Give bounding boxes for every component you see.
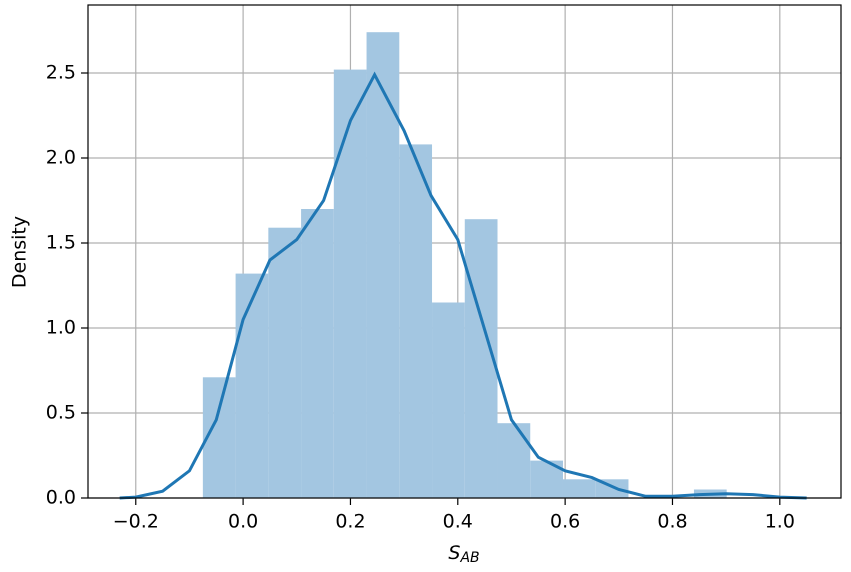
bar <box>333 69 367 498</box>
x-tick-label: 0.0 <box>228 511 258 533</box>
x-tick-label: 0.2 <box>335 511 365 533</box>
plot: −0.2 0.0 0.2 0.4 0.6 0.8 1.0 0.0 0.5 1.0 1.5 2.0 2.5 <box>46 4 842 533</box>
bar <box>366 32 400 498</box>
bar <box>562 479 596 498</box>
x-tick-label: 0.6 <box>550 511 580 533</box>
x-tick-label: −0.2 <box>113 511 159 533</box>
plot-frame <box>87 4 842 499</box>
bar <box>432 302 465 498</box>
x-axis-label-subscript: AB <box>459 550 479 566</box>
kde-line <box>119 71 807 500</box>
x-axis-label-main: S <box>448 542 460 564</box>
y-tick-label: 2.5 <box>46 62 76 84</box>
bar <box>268 227 302 498</box>
y-tick-label: 1.5 <box>46 232 76 254</box>
y-tick-label: 0.0 <box>46 487 76 509</box>
y-tick-label: 0.5 <box>46 402 76 424</box>
x-axis-label: SAB <box>448 542 479 567</box>
x-tick-label: 1.0 <box>765 511 795 533</box>
x-tick-label: 0.8 <box>657 511 687 533</box>
y-tick-label: 2.0 <box>46 147 76 169</box>
bar <box>497 423 531 498</box>
bar <box>301 209 334 498</box>
bar <box>399 144 433 498</box>
y-axis-label: Density <box>9 216 31 288</box>
bar <box>235 273 269 498</box>
x-tick-label: 0.4 <box>443 511 473 533</box>
y-tick-label: 1.0 <box>46 317 76 339</box>
